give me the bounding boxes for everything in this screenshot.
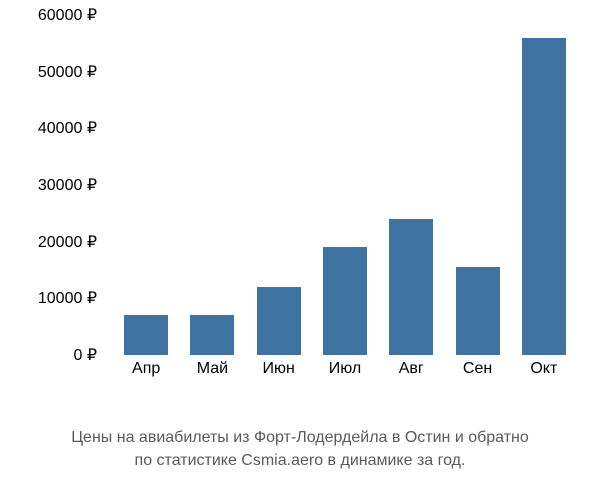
plot-area <box>105 15 585 355</box>
y-tick-label: 50000 ₽ <box>38 62 97 82</box>
x-tick-label: Июл <box>323 360 367 390</box>
bar <box>389 219 433 355</box>
y-tick-label: 0 ₽ <box>73 345 97 365</box>
chart-caption: Цены на авиабилеты из Форт-Лодердейла в … <box>0 427 600 472</box>
x-tick-label: Окт <box>522 360 566 390</box>
y-axis: 0 ₽10000 ₽20000 ₽30000 ₽40000 ₽50000 ₽60… <box>15 15 105 355</box>
y-tick-label: 40000 ₽ <box>38 118 97 138</box>
y-tick-label: 60000 ₽ <box>38 5 97 25</box>
x-tick-label: Май <box>190 360 234 390</box>
x-tick-label: Июн <box>257 360 301 390</box>
bar <box>124 315 168 355</box>
price-chart: 0 ₽10000 ₽20000 ₽30000 ₽40000 ₽50000 ₽60… <box>15 15 585 395</box>
y-tick-label: 30000 ₽ <box>38 175 97 195</box>
y-tick-label: 10000 ₽ <box>38 288 97 308</box>
bar <box>190 315 234 355</box>
bars-group <box>105 15 585 355</box>
x-axis: Апр Май Июн Июл Авг Сен Окт <box>105 360 585 390</box>
x-tick-label: Апр <box>124 360 168 390</box>
bar <box>323 247 367 355</box>
x-tick-label: Сен <box>456 360 500 390</box>
y-tick-label: 20000 ₽ <box>38 232 97 252</box>
x-tick-label: Авг <box>389 360 433 390</box>
caption-line-2: по статистике Csmia.aero в динамике за г… <box>135 452 466 469</box>
bar <box>456 267 500 355</box>
caption-line-1: Цены на авиабилеты из Форт-Лодердейла в … <box>71 429 529 446</box>
bar <box>522 38 566 355</box>
bar <box>257 287 301 355</box>
